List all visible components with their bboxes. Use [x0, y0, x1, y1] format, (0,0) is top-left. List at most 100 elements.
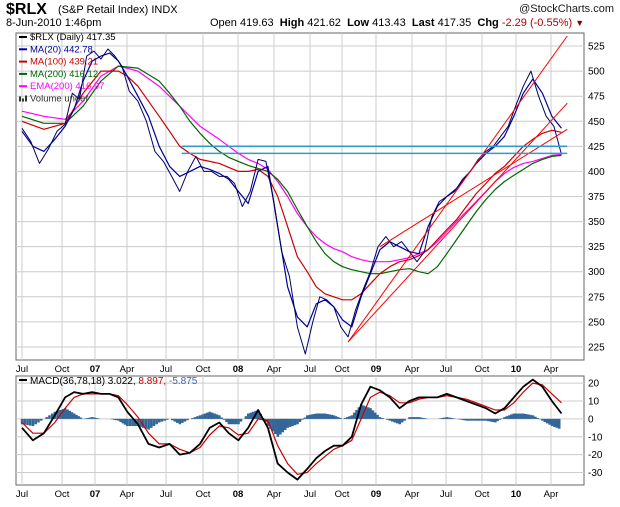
macd-histogram-bar [239, 418, 243, 422]
macd-histogram-bar [181, 418, 184, 423]
macd-x-tick-label: Apr [267, 489, 282, 500]
macd-legend-label: MACD(36,78,18) 3.022, 8.897, -5.875 [30, 376, 198, 387]
price-panel-y-tick-label: 375 [588, 192, 605, 203]
macd-histogram-bar [160, 418, 164, 422]
macd-histogram-bar [417, 417, 421, 419]
macd-histogram-bar [186, 418, 189, 421]
macd-histogram-bar [70, 412, 74, 419]
macd-histogram-bar [218, 415, 221, 419]
macd-histogram-bar [201, 414, 204, 419]
macd-histogram-bar [321, 413, 325, 419]
watermark: @StockCharts.com [519, 3, 614, 15]
macd-histogram-bar [232, 418, 235, 425]
chart-header: $RLX (S&P Retail Index) INDX 8-Jun-2010 … [0, 0, 620, 30]
macd-histogram-bar [213, 413, 216, 419]
macd-histogram-bar [381, 417, 384, 419]
macd-histogram-bar [283, 418, 287, 431]
macd-histogram-bar [359, 404, 363, 419]
macd-histogram-bar [332, 415, 336, 419]
macd-x-tick-label: Apr [405, 489, 420, 500]
macd-histogram-bar [296, 418, 299, 425]
macd-histogram-bar [37, 418, 40, 423]
macd-histogram-bar [77, 416, 80, 419]
macd-histogram-bar [348, 416, 351, 419]
macd-x-tick-label: Oct [335, 489, 350, 500]
price-x-tick-label: Apr [405, 364, 420, 375]
macd-histogram-bar [462, 418, 466, 421]
macd-histogram-bar [152, 418, 156, 427]
macd-x-tick-label: Jul [160, 489, 172, 500]
macd-histogram-bar [293, 418, 297, 426]
macd-histogram-bar [557, 418, 561, 429]
macd-histogram-bar [237, 418, 240, 425]
legend-label-ma20: MA(20) 442.78 [30, 44, 93, 55]
macd-histogram-bar [403, 418, 406, 421]
macd-histogram-bar [531, 415, 535, 419]
macd-histogram-bar [364, 406, 368, 419]
macd-histogram-bar [20, 418, 24, 425]
macd-histogram-bar [484, 418, 488, 421]
macd-histogram-bar [286, 418, 289, 428]
macd-histogram-bar [330, 414, 333, 419]
macd-histogram-bar [498, 418, 502, 420]
macd-histogram-bar [555, 418, 559, 428]
macd-histogram-bar [479, 418, 483, 421]
macd-histogram-bar [48, 415, 51, 419]
macd-histogram-bar [553, 418, 556, 427]
macd-histogram-bar [56, 410, 59, 419]
macd-histogram-bar [123, 418, 127, 425]
macd-histogram-bar [326, 413, 329, 419]
price-panel-y-tick-label: 425 [588, 142, 605, 153]
macd-x-tick-label: Oct [475, 489, 490, 500]
macd-histogram-bar [419, 417, 423, 419]
price-x-tick-label: 10 [511, 364, 522, 375]
macd-histogram-bar [395, 418, 399, 424]
macd-histogram-bar [88, 417, 92, 419]
macd-histogram-bar [178, 418, 182, 425]
price-x-tick-label: Jul [304, 364, 316, 375]
macd-histogram-bar [317, 413, 320, 419]
macd-histogram-bar [536, 417, 539, 419]
macd-x-tick-label: Oct [196, 489, 211, 500]
macd-histogram-bar [136, 418, 140, 427]
macd-histogram-bar [271, 418, 275, 432]
price-x-tick-label: 09 [371, 364, 382, 375]
macd-histogram-bar [475, 418, 478, 421]
price-x-tick-label: Jul [440, 364, 452, 375]
macd-histogram-bar [415, 417, 418, 419]
macd-histogram-bar [440, 417, 444, 419]
macd-histogram-bar [336, 417, 340, 419]
macd-histogram-bar [339, 417, 342, 419]
macd-histogram-bar [400, 418, 404, 423]
series-macd [21, 378, 563, 481]
macd-histogram-bar [524, 413, 528, 419]
legend-volume-icon [25, 95, 27, 102]
price-panel-y-tick-label: 400 [588, 167, 605, 178]
macd-x-tick-label: Jul [440, 489, 452, 500]
macd-histogram-bar [149, 418, 153, 428]
macd-histogram-bar [176, 418, 179, 423]
macd-histogram-bar [489, 418, 492, 422]
price-x-tick-label: Oct [196, 364, 211, 375]
macd-histogram-bar [126, 418, 129, 427]
macd-histogram-bar [487, 418, 490, 422]
macd-histogram-bar [369, 408, 372, 419]
macd-histogram-bar [72, 413, 76, 419]
macd-histogram-bar [256, 409, 260, 419]
macd-histogram-bar [34, 418, 38, 425]
price-panel-y-tick-label: 500 [588, 67, 605, 78]
macd-histogram-bar [355, 409, 358, 419]
macd-histogram-bar [31, 418, 35, 427]
macd-histogram-bar [215, 414, 219, 419]
macd-histogram-bar [350, 415, 354, 419]
macd-histogram-bar [448, 417, 451, 419]
price-x-tick-label: Oct [335, 364, 350, 375]
macd-histogram-bar [496, 418, 499, 422]
macd-histogram-bar [491, 418, 495, 423]
macd-histogram-bar [227, 418, 231, 425]
series-ma100 [21, 70, 562, 301]
macd-histogram-bar [117, 418, 120, 421]
macd-histogram-bar [131, 418, 134, 427]
macd-histogram-bar [323, 413, 327, 419]
